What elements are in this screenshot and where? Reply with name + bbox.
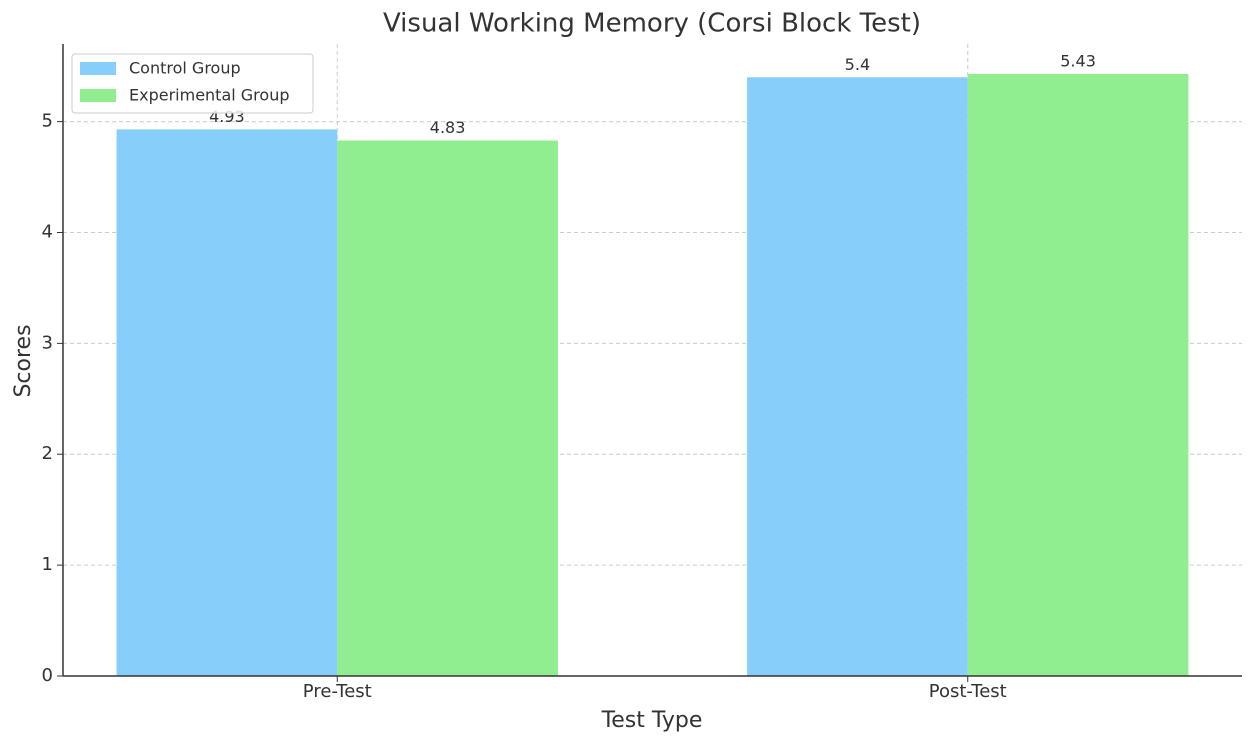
x-axis-label: Test Type [601,708,703,733]
bar [116,129,338,677]
legend-label: Experimental Group [129,86,290,105]
bar [747,77,968,676]
legend-swatch [80,89,116,102]
x-tick-label: Pre-Test [303,681,372,702]
legend-swatch [80,62,116,75]
y-tick-label: 2 [42,443,53,464]
y-tick-label: 1 [42,554,53,575]
legend-box [71,53,314,114]
chart-title: Visual Working Memory (Corsi Block Test) [383,9,921,39]
data-label: 5.43 [1060,51,1096,70]
y-tick-label: 5 [42,111,53,132]
y-tick-label: 3 [42,332,53,353]
y-axis-label: Scores [11,324,36,397]
data-label: 5.4 [845,55,870,74]
data-label: 4.83 [430,118,466,137]
y-tick-label: 4 [42,221,53,242]
x-tick-label: Post-Test [929,681,1007,702]
legend-label: Control Group [129,59,241,78]
y-tick-label: 0 [42,665,53,686]
bar [337,140,558,677]
legend: Control Group Experimental Group [71,53,314,114]
bar [967,73,1189,677]
